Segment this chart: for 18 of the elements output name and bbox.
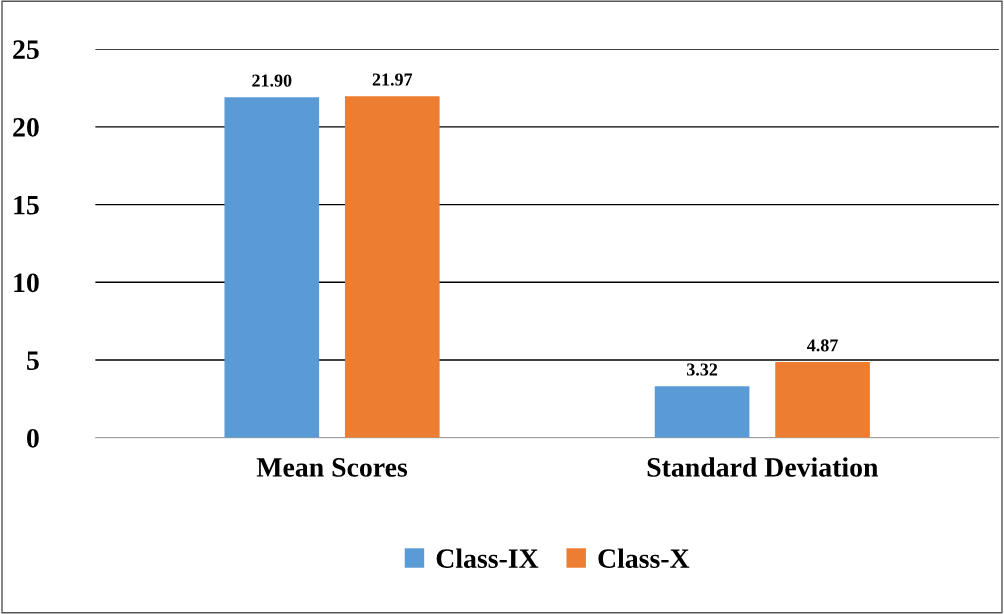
legend-label: Class-X bbox=[598, 548, 690, 569]
bar bbox=[344, 96, 440, 438]
legend-label: Class-IX bbox=[436, 548, 539, 569]
data-label: 21.90 bbox=[252, 74, 292, 87]
y-tick-label: 15 bbox=[14, 195, 39, 215]
data-label: 21.97 bbox=[372, 73, 413, 86]
bar bbox=[775, 362, 870, 438]
x-tick-label: Mean Scores bbox=[256, 458, 408, 477]
bar bbox=[654, 386, 750, 438]
y-tick-label: 10 bbox=[14, 273, 39, 293]
y-tick-label: 25 bbox=[13, 40, 39, 60]
bar bbox=[224, 97, 320, 438]
y-tick-label: 20 bbox=[13, 118, 39, 137]
y-tick-label: 5 bbox=[27, 351, 39, 370]
data-label: 3.32 bbox=[686, 363, 718, 376]
data-label: 4.87 bbox=[807, 339, 838, 352]
x-tick-label: Standard Deviation bbox=[647, 457, 879, 477]
y-tick-label: 0 bbox=[26, 428, 39, 448]
